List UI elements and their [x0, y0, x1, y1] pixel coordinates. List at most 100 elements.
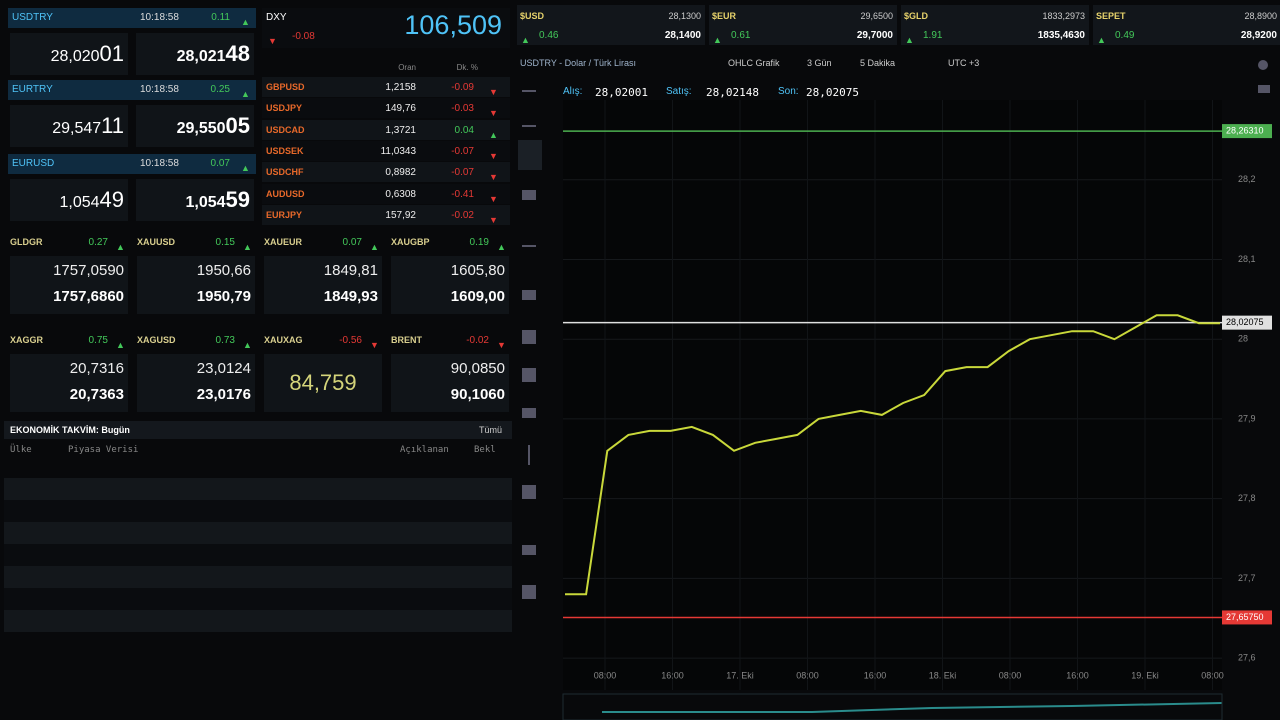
change: 0.15 [215, 237, 235, 248]
price-box: 1605,80 1609,00 [391, 256, 509, 314]
symbol: XAUUSD [137, 237, 176, 247]
price-pip: 59 [225, 187, 250, 212]
change: 0.04 [454, 124, 474, 136]
col-header: Açıklanan [400, 445, 449, 455]
symbol: EURTRY [12, 84, 53, 95]
y-tick-label: 27,8 [1238, 493, 1256, 503]
x-tick-label: 16:00 [1066, 670, 1089, 680]
calendar-row [4, 478, 512, 500]
toolbar-interval[interactable]: 5 Dakika [860, 58, 896, 68]
arrow [1097, 30, 1106, 48]
price-main: 28,020 [50, 48, 100, 65]
price-pip: 01 [99, 41, 124, 66]
arrow [243, 335, 252, 353]
price-main: 28,021 [176, 48, 226, 65]
time: 10:18:58 [140, 12, 179, 23]
change: -0.56 [339, 335, 362, 346]
change: 0.46 [539, 30, 559, 41]
info-value: 28,02001 [595, 86, 648, 99]
rate: 0,6308 [385, 188, 416, 200]
ask-price: 1950,79 [196, 288, 251, 305]
y-tick-label: 27,9 [1238, 413, 1256, 423]
ticker [517, 5, 705, 45]
rate: 1,3721 [385, 124, 416, 136]
calendar-row [4, 566, 512, 588]
fx-row [262, 77, 510, 97]
col-header: Oran [398, 63, 416, 72]
bid-price: 1,05449 [59, 187, 124, 213]
price-box: 28,02148 [136, 33, 254, 75]
ticker [901, 5, 1089, 45]
price-box: 1757,0590 1757,6860 [10, 256, 128, 314]
bid-price: 20,7316 [69, 360, 124, 377]
price-box: 1950,66 1950,79 [137, 256, 255, 314]
symbol: USDTRY [12, 12, 53, 23]
quote-header [8, 80, 256, 100]
bid-price: 1950,66 [196, 262, 251, 279]
x-tick-label: 17. Eki [726, 670, 754, 680]
rate: 149,76 [385, 103, 416, 115]
toolbar-chart-type[interactable]: OHLC Grafik [728, 58, 780, 68]
fx-row [262, 162, 510, 183]
price-box: 1,05459 [136, 179, 254, 221]
change: 0.07 [210, 158, 230, 169]
price: 29,7000 [856, 30, 893, 41]
info-label: Alış: [563, 86, 583, 97]
ask-price: 90,1060 [450, 386, 505, 403]
price-chart: 27,6 27,7 27,8 27,9 28 28,1 28,2 08:00 16:00 17. … [518, 60, 1272, 720]
level-label: 28,26310 [1226, 125, 1264, 135]
price-box: 90,0850 90,1060 [391, 354, 509, 412]
arrow [905, 30, 914, 48]
fx-row [262, 98, 510, 119]
change: 0.75 [88, 335, 108, 346]
symbol: EURJPY [266, 209, 303, 220]
price-pip: 49 [99, 187, 124, 212]
symbol: $EUR [712, 11, 737, 21]
ticker [709, 5, 897, 45]
symbol: XAUXAG [264, 335, 303, 345]
price: 29,6500 [860, 11, 893, 21]
quote-header [8, 8, 256, 28]
col-header: Ülke [10, 445, 32, 455]
calendar-row [4, 500, 512, 522]
navigator-frame [562, 693, 1223, 720]
change: 0.07 [342, 237, 362, 248]
price: 1835,4630 [1037, 30, 1085, 41]
symbol: GBPUSD [266, 82, 305, 92]
price-main: 29,550 [176, 120, 226, 137]
info-value: 28,02148 [706, 86, 759, 99]
arrow [713, 30, 722, 48]
ratio-value: 84,759 [289, 370, 357, 395]
calendar-title: EKONOMİK TAKVİM: Bugün [10, 425, 130, 435]
arrow [370, 335, 379, 353]
x-tick-label: 19. Eki [1131, 670, 1159, 680]
dxy-panel [262, 8, 510, 48]
ask-price: 28,02148 [177, 41, 250, 67]
ask-price: 1849,93 [323, 288, 378, 305]
price-box: 1849,81 1849,93 [264, 256, 382, 314]
symbol: GLDGR [10, 237, 43, 247]
change: 0.19 [469, 237, 489, 248]
quote-header [8, 154, 256, 174]
rate: 11,0343 [380, 145, 416, 157]
change: -0.03 [451, 103, 474, 115]
price-main: 1,054 [185, 194, 226, 211]
tool-icons [518, 60, 1270, 599]
change: 0.49 [1115, 30, 1135, 41]
x-tick-label: 18. Eki [929, 670, 957, 680]
arrow [521, 30, 530, 48]
toolbar-range[interactable]: 3 Gün [807, 58, 832, 68]
bid-price: 1605,80 [450, 262, 505, 279]
price: 28,1400 [664, 30, 701, 41]
price-pip: 05 [225, 113, 250, 138]
toolbar-instrument[interactable]: USDTRY - Dolar / Türk Lirası [520, 58, 637, 68]
arrow [497, 237, 506, 255]
calendar-filter[interactable]: Tümü [478, 425, 502, 435]
toolbar-timezone[interactable]: UTC +3 [948, 58, 980, 68]
arrow [489, 167, 498, 185]
calendar-row [4, 544, 512, 566]
level-tag [1222, 124, 1272, 139]
price: 28,8900 [1244, 11, 1277, 21]
bid-price: 23,0124 [196, 360, 251, 377]
